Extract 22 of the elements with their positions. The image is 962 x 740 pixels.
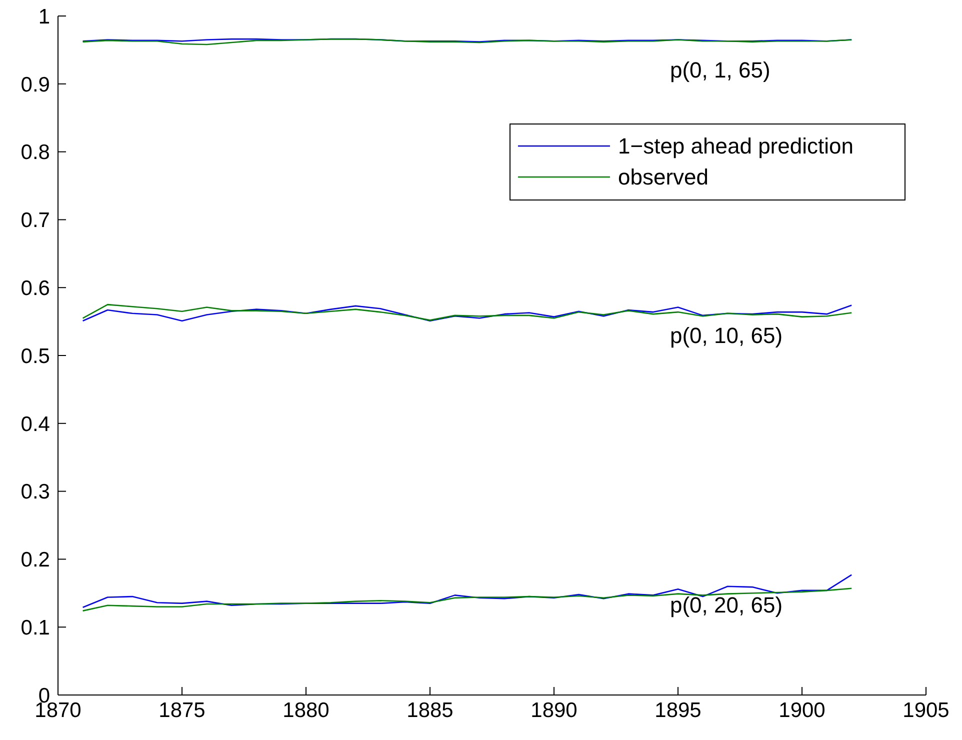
x-tick-label: 1905 bbox=[902, 699, 950, 722]
y-tick-label: 1 bbox=[38, 5, 50, 28]
y-tick-label: 0.9 bbox=[20, 73, 50, 96]
y-tick-label: 0.8 bbox=[20, 141, 50, 164]
x-tick-label: 1875 bbox=[158, 699, 206, 722]
annotation: p(0, 10, 65) bbox=[670, 322, 783, 348]
y-tick-label: 0.4 bbox=[20, 412, 50, 436]
y-tick-label: 0.3 bbox=[20, 480, 50, 504]
y-tick-label: 0.1 bbox=[20, 616, 50, 640]
x-tick-label: 1895 bbox=[654, 699, 702, 722]
legend-label: observed bbox=[618, 164, 709, 190]
y-tick-label: 0.7 bbox=[20, 209, 50, 232]
x-tick-label: 1885 bbox=[406, 699, 454, 722]
y-tick-label: 0.2 bbox=[20, 548, 50, 572]
y-tick-label: 0.5 bbox=[20, 344, 50, 368]
annotation: p(0, 1, 65) bbox=[670, 57, 770, 82]
x-tick-label: 1890 bbox=[530, 699, 578, 722]
x-tick-label: 1900 bbox=[778, 699, 826, 722]
y-tick-label: 0.6 bbox=[20, 276, 50, 300]
annotation: p(0, 20, 65) bbox=[670, 592, 783, 618]
legend-label: 1−step ahead prediction bbox=[618, 134, 854, 159]
x-tick-label: 1880 bbox=[282, 699, 330, 722]
